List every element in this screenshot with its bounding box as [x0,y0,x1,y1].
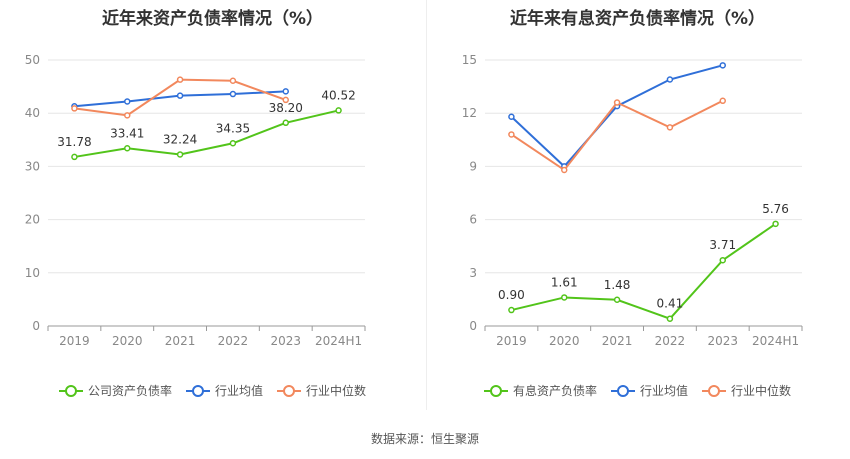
legend-label: 有息资产负债率 [512,384,597,398]
data-point [508,306,515,314]
legend-item[interactable]: 有息资产负债率 [483,382,597,399]
legend-label: 公司资产负债率 [87,384,172,398]
series-line [510,99,724,172]
x-tick-label: 2024H1 [315,334,362,348]
data-point [176,92,184,99]
x-tick-label: 2020 [112,334,143,348]
legend-line-marker-icon [483,384,508,397]
y-tick-label: 10 [25,266,40,280]
data-label: 1.48 [604,278,631,292]
chart-debt-ratio: 0 10 20 30 40 50 2019 2020 2021 2022 2023 2024H1 31.… [25,53,366,348]
series-line [74,109,339,158]
y-tick-label: 0 [469,319,477,333]
data-point [71,105,78,112]
data-point [229,90,237,98]
data-point [613,296,621,304]
data-label: 33.41 [110,126,144,140]
data-point [282,119,289,127]
chart-legend: 有息资产负债率 行业均值 行业中位数 [425,382,850,399]
chart-panel-debt-ratio: 近年来资产负债率情况（%） 0 10 20 30 40 50 2019 2020 2021 202… [0,0,425,410]
data-label: 0.90 [498,288,525,302]
data-point [719,97,726,105]
data-point [176,76,184,83]
chart-title: 近年来资产负债率情况（%） [101,9,324,29]
y-tick-label: 40 [25,106,40,120]
data-source-note: 数据来源：恒生聚源 [370,432,479,446]
chart-legend: 公司资产负债率 行业均值 行业中位数 [0,382,425,399]
data-label: 3.71 [709,238,736,252]
data-point [71,153,78,161]
legend-line-marker-icon [277,384,301,397]
legend-item[interactable]: 公司资产负债率 [58,382,172,399]
x-tick-label: 2022 [218,334,249,348]
data-point [613,99,621,106]
data-point [282,88,289,95]
data-label: 0.41 [657,297,684,311]
data-label: 34.35 [216,121,250,135]
data-point [561,166,568,174]
data-point [666,124,674,131]
x-tick-label: 2024H1 [752,334,799,348]
data-label: 5.76 [762,202,789,216]
data-point [508,113,515,120]
y-tick-label: 50 [25,53,40,67]
data-label: 31.78 [57,135,91,149]
legend-line-marker-icon [702,384,726,397]
legend-label: 行业均值 [639,384,688,398]
legend-item[interactable]: 行业均值 [610,382,688,399]
chart-title: 近年来有息资产负债率情况（%） [509,9,766,29]
y-tick-label: 12 [462,106,477,120]
data-point [176,151,184,158]
legend-label: 行业中位数 [306,384,367,398]
x-tick-label: 2023 [270,334,301,348]
data-point [666,315,674,322]
legend-line-marker-icon [185,384,210,397]
legend-item[interactable]: 行业中位数 [277,382,366,399]
x-tick-label: 2019 [59,334,90,348]
y-tick-label: 20 [25,213,40,227]
data-label: 40.52 [321,88,355,102]
x-tick-label: 2020 [549,334,580,348]
data-point [719,62,726,69]
y-tick-label: 9 [469,159,477,173]
data-point [561,294,568,301]
legend-label: 行业均值 [214,384,263,398]
data-label: 1.61 [551,275,578,289]
legend-label: 行业中位数 [731,384,792,398]
x-tick-label: 2021 [602,334,633,348]
panel-divider [426,0,427,410]
data-point [124,145,131,152]
data-point [772,220,779,228]
y-tick-label: 15 [462,53,477,67]
data-point [124,112,131,119]
x-tick-label: 2023 [707,334,738,348]
data-point [719,256,726,264]
x-tick-label: 2022 [655,334,686,348]
data-point [229,77,237,84]
legend-line-marker-icon [58,384,83,397]
data-point [124,98,131,105]
chart-interest-debt-ratio: 0 3 6 9 12 15 2019 2020 2021 2022 2023 2024H1 0.90 1.… [462,53,803,348]
y-tick-label: 6 [469,213,477,227]
chart-panel-interest-debt-ratio: 近年来有息资产负债率情况（%） 0 3 6 9 12 15 2019 2020 2021 2022… [425,0,850,410]
data-label: 38.20 [269,101,303,115]
legend-item[interactable]: 行业均值 [185,382,263,399]
x-tick-label: 2021 [165,334,196,348]
series-line [511,223,777,320]
x-tick-label: 2019 [496,334,527,348]
data-point [335,107,342,114]
data-label: 32.24 [163,132,197,146]
y-tick-label: 0 [32,319,40,333]
y-tick-label: 30 [25,159,40,173]
data-point [666,76,674,83]
data-point [508,131,515,138]
y-tick-label: 3 [469,266,477,280]
data-point [229,140,237,147]
legend-item[interactable]: 行业中位数 [702,382,791,399]
legend-line-marker-icon [610,384,635,397]
data-point [282,96,289,104]
